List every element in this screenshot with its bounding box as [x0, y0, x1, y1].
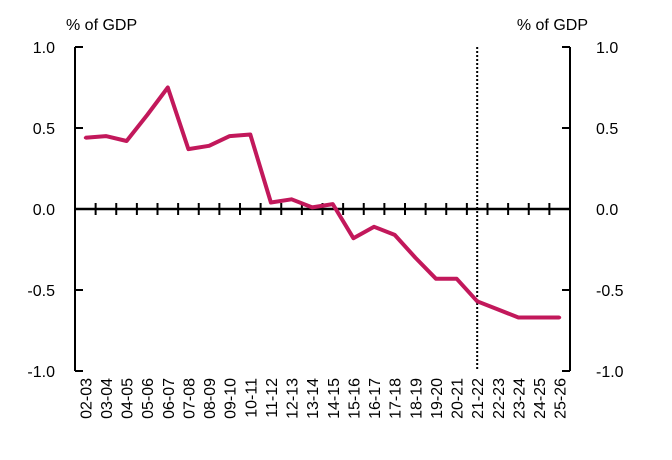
tick-labels: 1.0 1.00.5 0.50.0 0.0-0.5 -0.5-1.0 -1.002-03 0… [27, 40, 623, 419]
data-point [351, 236, 355, 240]
left-y-tick-label: -0.5 [27, 283, 55, 300]
left-y-tick-label: 0.0 [33, 202, 55, 219]
right-y-tick-label: -1.0 [596, 364, 624, 381]
series-layer [83, 85, 562, 320]
data-point [455, 277, 459, 281]
data-point [496, 307, 500, 311]
right-y-tick-label: 1.0 [596, 40, 618, 57]
x-tick-label: 13-14 [305, 378, 322, 419]
left-y-tick-label: 0.5 [33, 121, 55, 138]
x-tick-label: 15-16 [346, 378, 363, 419]
data-point [413, 256, 417, 260]
data-point [516, 316, 520, 319]
data-point [310, 205, 314, 209]
right-y-tick-label: 0.5 [596, 121, 618, 138]
x-tick-label: 17-18 [388, 378, 405, 419]
x-tick-label: 02-03 [78, 378, 95, 419]
series-line [85, 85, 560, 320]
data-point [434, 277, 438, 281]
x-tick-label: 21-22 [470, 378, 487, 419]
data-point [248, 133, 252, 136]
right-y-tick-label: -0.5 [596, 283, 624, 300]
x-tick-label: 24-25 [532, 378, 549, 419]
data-point [475, 299, 479, 303]
axes [74, 46, 571, 372]
data-point [290, 197, 294, 201]
data-point [393, 233, 397, 237]
x-tick-label: 07-08 [181, 378, 198, 419]
x-tick-label: 10-11 [243, 378, 260, 418]
data-point [83, 136, 87, 140]
x-tick-label: 22-23 [491, 378, 508, 419]
data-point [372, 225, 376, 229]
left-axis-unit-label: % of GDP [66, 17, 137, 34]
x-tick-label: 25-26 [553, 378, 570, 419]
data-point [331, 202, 335, 206]
x-tick-label: 06-07 [161, 378, 178, 419]
x-tick-label: 16-17 [367, 378, 384, 419]
data-point [125, 139, 129, 143]
x-tick-label: 09-10 [223, 378, 240, 419]
x-tick-label: 04-05 [120, 378, 137, 419]
x-tick-label: 20-21 [450, 378, 467, 419]
data-point [145, 113, 149, 117]
x-tick-label: 05-06 [140, 378, 157, 419]
data-point [558, 316, 562, 319]
data-point [537, 316, 541, 319]
x-tick-label: 23-24 [511, 378, 528, 419]
right-y-tick-label: 0.0 [596, 202, 618, 219]
data-point [186, 147, 190, 151]
x-tick-label: 11-12 [264, 378, 281, 418]
data-point [166, 86, 170, 89]
x-tick-label: 03-04 [99, 378, 116, 419]
data-point [207, 144, 211, 148]
x-tick-label: 18-19 [408, 378, 425, 419]
data-point [228, 134, 232, 138]
left-y-tick-label: -1.0 [27, 364, 55, 381]
x-tick-label: 12-13 [285, 378, 302, 419]
data-point [269, 201, 273, 204]
left-y-tick-label: 1.0 [33, 40, 55, 57]
x-tick-label: 08-09 [202, 378, 219, 419]
right-axis-unit-label: % of GDP [517, 17, 588, 34]
data-point [104, 134, 108, 138]
x-tick-label: 19-20 [429, 378, 446, 419]
x-tick-label: 14-15 [326, 378, 343, 419]
